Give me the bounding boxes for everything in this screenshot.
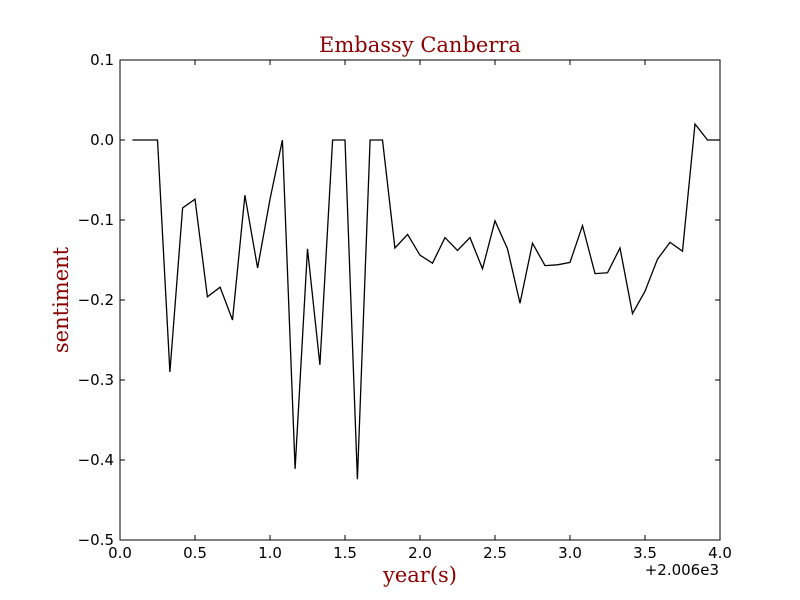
y-tick-label: 0.0	[90, 131, 114, 149]
x-tick-label: 2.5	[483, 544, 507, 562]
x-tick-label: 0.0	[108, 544, 132, 562]
chart-title: Embassy Canberra	[319, 33, 521, 57]
x-tick-label: 1.5	[333, 544, 357, 562]
y-tick-label: 0.1	[90, 51, 114, 69]
x-tick-label: 2.0	[408, 544, 432, 562]
x-tick-label: 0.5	[183, 544, 207, 562]
y-tick-label: −0.1	[78, 211, 114, 229]
y-axis-label: sentiment	[49, 246, 73, 353]
x-tick-label: 3.5	[633, 544, 657, 562]
x-tick-label: 1.0	[258, 544, 282, 562]
series-lines	[132, 122, 720, 480]
axis-ticks: 0.0 0.5 1.0 1.5 2.0 2.5 3.0 3.5 4.0 0.1 0.0 −0.1 −0.…	[78, 51, 732, 562]
y-tick-label: −0.3	[78, 371, 114, 389]
y-tick-label: −0.5	[78, 531, 114, 549]
x-axis-label: year(s)	[382, 563, 457, 587]
x-tick-label: 4.0	[708, 544, 732, 562]
y-tick-label: −0.2	[78, 291, 114, 309]
x-tick-label: 3.0	[558, 544, 582, 562]
y-tick-label: −0.4	[78, 451, 114, 469]
plot-area	[119, 59, 721, 541]
series-line	[132, 122, 720, 480]
x-axis-offset-label: +2.006e3	[645, 561, 719, 579]
